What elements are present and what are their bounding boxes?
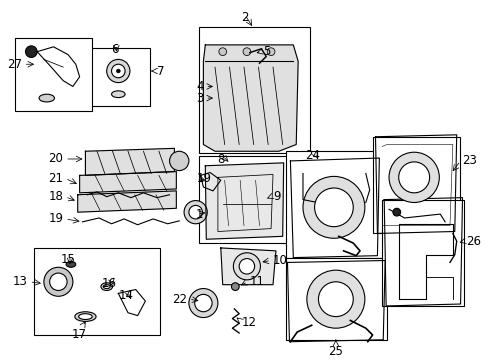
Text: 2: 2 xyxy=(241,11,248,24)
Polygon shape xyxy=(203,45,298,151)
Ellipse shape xyxy=(103,285,110,289)
Text: 8: 8 xyxy=(217,153,224,166)
Polygon shape xyxy=(80,172,176,193)
Text: 15: 15 xyxy=(61,253,75,266)
Text: 17: 17 xyxy=(72,328,87,341)
Text: 4: 4 xyxy=(196,80,203,93)
Text: 19: 19 xyxy=(196,172,211,185)
Circle shape xyxy=(50,273,67,291)
Text: 26: 26 xyxy=(466,235,480,248)
Ellipse shape xyxy=(79,314,92,319)
Bar xyxy=(198,156,290,243)
Circle shape xyxy=(111,64,125,78)
Text: 22: 22 xyxy=(172,293,186,306)
Text: 10: 10 xyxy=(272,254,287,267)
Circle shape xyxy=(239,258,254,274)
Text: 11: 11 xyxy=(249,275,264,288)
Circle shape xyxy=(266,48,274,55)
Circle shape xyxy=(231,283,239,291)
Circle shape xyxy=(318,282,352,316)
Polygon shape xyxy=(205,163,283,239)
Circle shape xyxy=(188,289,218,318)
Circle shape xyxy=(243,48,250,55)
Circle shape xyxy=(388,152,438,202)
Circle shape xyxy=(25,46,37,58)
Text: 27: 27 xyxy=(7,58,21,71)
Circle shape xyxy=(233,253,260,280)
Circle shape xyxy=(306,270,364,328)
Polygon shape xyxy=(221,248,275,285)
Text: 3: 3 xyxy=(196,91,203,104)
Circle shape xyxy=(116,69,120,73)
Text: 19: 19 xyxy=(48,212,63,225)
Bar xyxy=(372,137,459,233)
Text: 1: 1 xyxy=(195,208,203,221)
Ellipse shape xyxy=(39,94,54,102)
Bar xyxy=(285,151,386,258)
Text: 14: 14 xyxy=(118,289,133,302)
Bar xyxy=(198,27,309,153)
Bar xyxy=(34,248,160,335)
Text: 18: 18 xyxy=(48,190,63,203)
Circle shape xyxy=(303,176,364,238)
Circle shape xyxy=(392,208,400,216)
Bar xyxy=(15,38,92,111)
Polygon shape xyxy=(78,191,176,212)
Ellipse shape xyxy=(101,283,112,291)
Circle shape xyxy=(44,267,73,296)
Text: 6: 6 xyxy=(110,43,118,56)
Text: 16: 16 xyxy=(102,277,117,290)
Text: 7: 7 xyxy=(157,64,164,77)
Circle shape xyxy=(219,48,226,55)
Text: 23: 23 xyxy=(462,154,476,167)
Circle shape xyxy=(314,188,352,227)
Bar xyxy=(78,48,150,106)
Text: 12: 12 xyxy=(242,316,257,329)
Circle shape xyxy=(183,201,207,224)
Text: 25: 25 xyxy=(328,345,343,357)
Text: 21: 21 xyxy=(48,172,63,185)
Text: 20: 20 xyxy=(48,153,63,166)
Circle shape xyxy=(188,206,202,219)
Ellipse shape xyxy=(66,261,76,267)
Circle shape xyxy=(194,294,212,312)
Text: 13: 13 xyxy=(13,275,27,288)
Circle shape xyxy=(169,151,188,171)
Circle shape xyxy=(106,59,130,82)
Polygon shape xyxy=(85,148,174,175)
Circle shape xyxy=(398,162,429,193)
Ellipse shape xyxy=(111,91,125,98)
Text: 24: 24 xyxy=(305,149,320,162)
Bar xyxy=(285,258,386,340)
Ellipse shape xyxy=(75,312,96,321)
Text: 5: 5 xyxy=(263,45,270,58)
Bar xyxy=(382,199,464,306)
Text: 9: 9 xyxy=(272,190,280,203)
